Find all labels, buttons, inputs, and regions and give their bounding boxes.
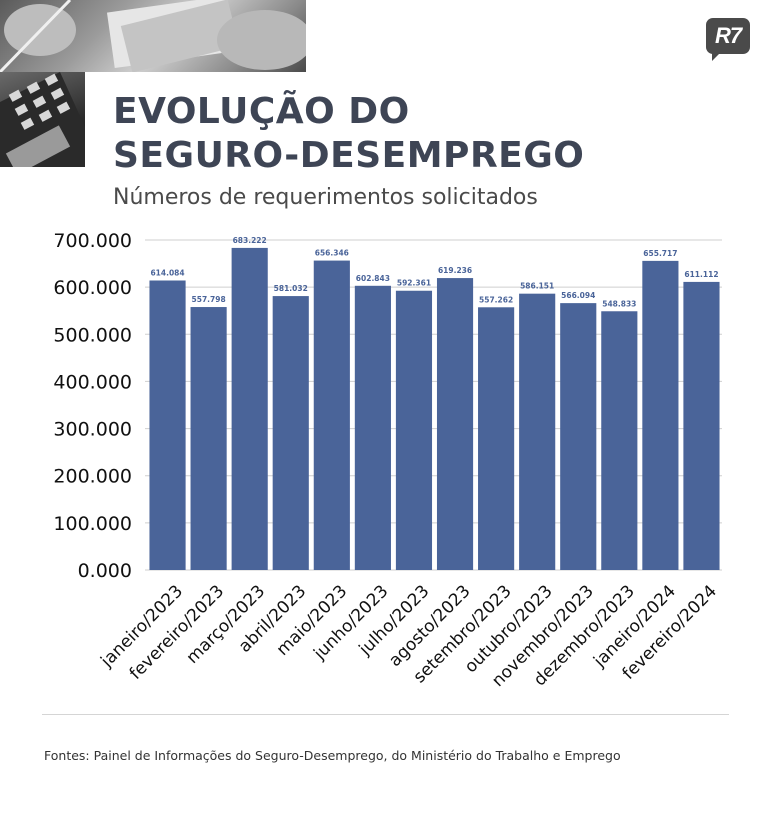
bar: [149, 280, 186, 570]
bar: [354, 285, 391, 570]
bar-value-label: 581.032: [274, 284, 308, 293]
bar-value-label: 656.346: [315, 249, 349, 258]
money-photo-illustration: [0, 0, 306, 72]
bar: [478, 307, 515, 570]
bar-value-label: 614.084: [150, 269, 184, 278]
bar-chart: 0.000 100.000 200.000 300.000 400.000 500.000…: [53, 230, 722, 691]
bar-value-label: 586.151: [520, 282, 554, 291]
y-tick-label: 300.000: [53, 419, 132, 441]
y-tick-label: 200.000: [53, 466, 132, 488]
bar: [436, 278, 474, 570]
y-tick-label: 0.000: [78, 560, 132, 582]
bar: [560, 303, 597, 570]
bar: [642, 260, 679, 570]
header-photo: [0, 0, 306, 72]
y-tick-label: 700.000: [53, 230, 132, 252]
bar-value-label: 557.798: [192, 295, 226, 304]
bar: [519, 293, 556, 570]
bar-value-label: 548.833: [602, 299, 636, 308]
footer-divider: [42, 714, 729, 715]
bar-value-label: 655.717: [643, 249, 677, 258]
title-line-2: SEGURO-DESEMPREGO: [113, 135, 585, 176]
r7-logo: R7: [706, 18, 750, 61]
chart-subtitle: Números de requerimentos solicitados: [113, 185, 538, 210]
bar: [683, 281, 720, 570]
bar: [190, 307, 227, 570]
source-note: Fontes: Painel de Informações do Seguro-…: [44, 748, 621, 763]
title-line-1: EVOLUÇÃO DO: [113, 91, 410, 132]
bar-value-label: 566.094: [561, 291, 595, 300]
bar: [313, 260, 350, 570]
bar: [272, 296, 309, 570]
bar-value-label: 683.222: [233, 236, 267, 245]
y-tick-label: 400.000: [53, 371, 132, 393]
y-tick-label: 500.000: [53, 324, 132, 346]
y-tick-label: 600.000: [53, 277, 132, 299]
bar: [601, 311, 638, 570]
calculator-photo: [0, 72, 85, 167]
bar-value-label: 592.361: [397, 279, 431, 288]
bar-value-label: 611.112: [684, 270, 718, 279]
bar-value-label: 602.843: [356, 274, 390, 283]
page-title: EVOLUÇÃO DO SEGURO-DESEMPREGO: [113, 90, 584, 178]
calculator-illustration: [0, 72, 85, 167]
bar: [231, 247, 268, 571]
bar-value-label: 557.262: [479, 295, 513, 304]
bar-value-label: 619.236: [438, 266, 472, 275]
bar: [395, 290, 433, 570]
y-tick-label: 100.000: [53, 513, 132, 535]
